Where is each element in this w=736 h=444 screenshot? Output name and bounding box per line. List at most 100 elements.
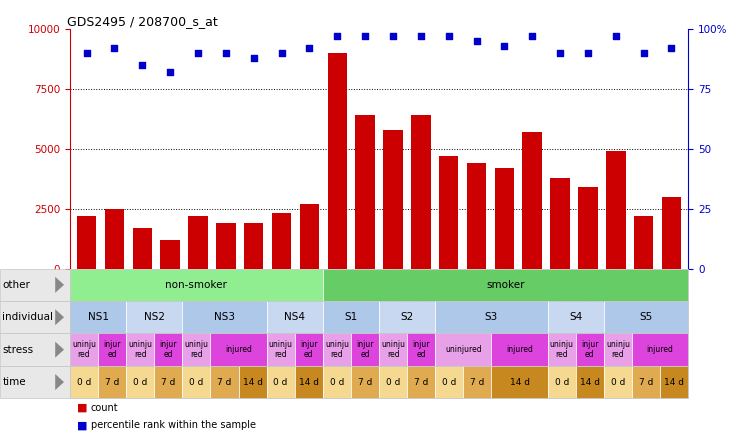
Text: time: time (2, 377, 26, 387)
Text: injured: injured (225, 345, 252, 354)
Bar (105, 209, 124, 269)
Bar (355, 115, 375, 269)
Bar (300, 204, 319, 269)
Point (443, 32, 455, 40)
Point (470, 37, 482, 44)
Text: 7 d: 7 d (470, 377, 484, 387)
Text: 0 d: 0 d (133, 377, 147, 387)
Text: injur
ed: injur ed (300, 340, 317, 359)
Bar (160, 240, 180, 269)
Text: uninju
red: uninju red (269, 340, 293, 359)
Text: 0 d: 0 d (330, 377, 344, 387)
Bar (523, 132, 542, 269)
Text: other: other (2, 280, 30, 290)
Text: 0 d: 0 d (189, 377, 204, 387)
Text: injur
ed: injur ed (103, 340, 121, 359)
Bar (467, 163, 486, 269)
Point (554, 49, 566, 56)
Point (303, 44, 315, 52)
Text: 7 d: 7 d (358, 377, 372, 387)
Point (665, 44, 677, 52)
Text: NS3: NS3 (214, 312, 235, 322)
Text: injured: injured (506, 345, 533, 354)
Text: uninju
red: uninju red (325, 340, 349, 359)
Text: 0 d: 0 d (386, 377, 400, 387)
Bar (244, 223, 263, 269)
Point (498, 42, 510, 49)
Point (248, 54, 260, 61)
Text: 0 d: 0 d (554, 377, 569, 387)
Text: 7 d: 7 d (105, 377, 119, 387)
Text: NS4: NS4 (284, 312, 305, 322)
Point (276, 49, 288, 56)
Bar (77, 216, 96, 269)
Bar (272, 214, 291, 269)
Bar (132, 228, 152, 269)
Text: uninjured: uninjured (445, 345, 481, 354)
Text: 14 d: 14 d (299, 377, 319, 387)
Point (359, 32, 371, 40)
Text: S5: S5 (640, 312, 653, 322)
Text: 14 d: 14 d (243, 377, 263, 387)
Text: S3: S3 (485, 312, 498, 322)
Text: 0 d: 0 d (442, 377, 456, 387)
Text: S2: S2 (400, 312, 414, 322)
Text: smoker: smoker (486, 280, 525, 290)
Text: injur
ed: injur ed (412, 340, 430, 359)
Text: ■: ■ (77, 420, 88, 431)
Text: uninju
red: uninju red (550, 340, 573, 359)
Text: 7 d: 7 d (161, 377, 175, 387)
Point (164, 68, 176, 75)
Point (220, 49, 232, 56)
Text: 14 d: 14 d (509, 377, 529, 387)
Bar (578, 187, 598, 269)
Text: injured: injured (647, 345, 673, 354)
Bar (439, 156, 459, 269)
Bar (188, 216, 208, 269)
Text: stress: stress (2, 345, 33, 355)
Text: 14 d: 14 d (664, 377, 684, 387)
Text: 0 d: 0 d (611, 377, 625, 387)
Point (582, 49, 594, 56)
Point (637, 49, 649, 56)
Bar (495, 168, 514, 269)
Text: 7 d: 7 d (217, 377, 232, 387)
Text: 0 d: 0 d (274, 377, 288, 387)
Bar (606, 151, 626, 269)
Text: count: count (91, 403, 118, 413)
Text: percentile rank within the sample: percentile rank within the sample (91, 420, 255, 431)
Text: 0 d: 0 d (77, 377, 91, 387)
Point (526, 32, 538, 40)
Bar (411, 115, 431, 269)
Text: 7 d: 7 d (414, 377, 428, 387)
Bar (328, 53, 347, 269)
Bar (662, 197, 682, 269)
Text: GDS2495 / 208700_s_at: GDS2495 / 208700_s_at (67, 15, 218, 28)
Point (331, 32, 343, 40)
Bar (383, 130, 403, 269)
Bar (216, 223, 236, 269)
Text: S1: S1 (344, 312, 358, 322)
Bar (634, 216, 654, 269)
Point (387, 32, 399, 40)
Text: uninju
red: uninju red (606, 340, 630, 359)
Text: S4: S4 (569, 312, 582, 322)
Text: non-smoker: non-smoker (166, 280, 227, 290)
Text: 14 d: 14 d (580, 377, 600, 387)
Text: uninju
red: uninju red (381, 340, 405, 359)
Point (192, 49, 204, 56)
Text: NS2: NS2 (144, 312, 165, 322)
Text: 7 d: 7 d (639, 377, 653, 387)
Text: injur
ed: injur ed (581, 340, 598, 359)
Point (610, 32, 622, 40)
Bar (551, 178, 570, 269)
Text: NS1: NS1 (88, 312, 108, 322)
Text: ■: ■ (77, 403, 88, 413)
Text: uninju
red: uninju red (128, 340, 152, 359)
Text: uninju
red: uninju red (185, 340, 208, 359)
Text: individual: individual (2, 312, 53, 322)
Text: uninju
red: uninju red (72, 340, 96, 359)
Point (81, 49, 93, 56)
Point (415, 32, 427, 40)
Point (136, 61, 148, 68)
